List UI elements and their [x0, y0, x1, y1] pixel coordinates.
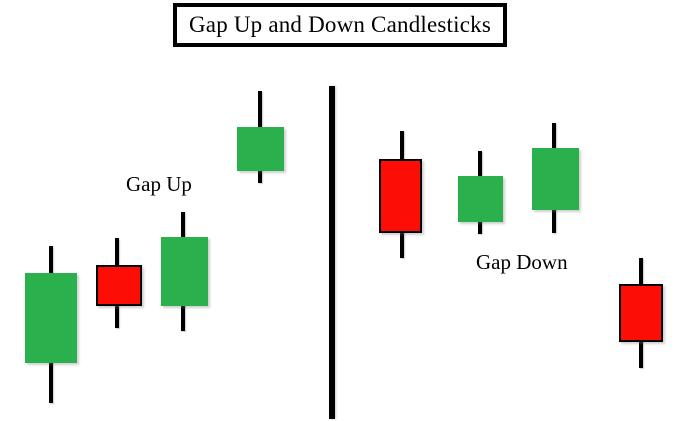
candle-gap-down-4-body-down — [619, 284, 663, 342]
candle-gap-up-2-body-down — [96, 265, 142, 306]
gap-up-label: Gap Up — [126, 172, 192, 196]
panel-divider — [329, 86, 335, 419]
title-box: Gap Up and Down Candlesticks — [173, 3, 507, 47]
gap-down-label: Gap Down — [476, 250, 568, 274]
candle-gap-down-1-body-down — [379, 159, 422, 233]
candle-gap-down-2-body-up — [458, 176, 503, 222]
candle-gap-up-3-body-up — [161, 237, 208, 306]
candle-gap-up-4-body-up — [237, 127, 284, 171]
diagram-title: Gap Up and Down Candlesticks — [189, 12, 491, 37]
candle-gap-down-3-body-up — [532, 148, 579, 210]
candle-gap-up-1-body-up — [25, 273, 77, 363]
